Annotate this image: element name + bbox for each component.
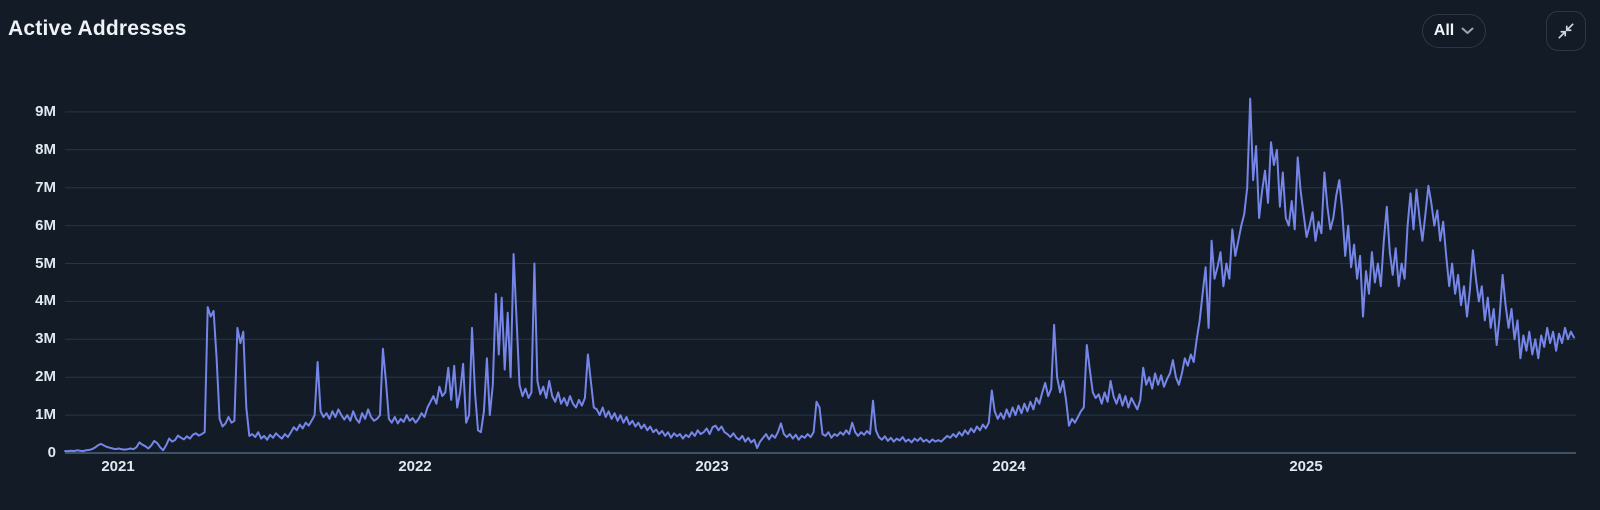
x-axis-tick-label: 2024 bbox=[992, 458, 1026, 475]
range-selector-dropdown[interactable]: All bbox=[1422, 14, 1486, 48]
y-axis-tick-label: 4M bbox=[35, 292, 56, 310]
y-axis-tick-label: 8M bbox=[35, 140, 56, 158]
active-addresses-line bbox=[64, 97, 1575, 453]
y-axis-tick-label: 6M bbox=[35, 216, 56, 234]
x-axis-tick-label: 2025 bbox=[1289, 458, 1323, 475]
x-axis-tick-label: 2022 bbox=[398, 458, 432, 475]
collapse-chart-button[interactable] bbox=[1546, 11, 1586, 51]
y-axis-tick-label: 3M bbox=[35, 330, 56, 348]
x-axis-tick-label: 2023 bbox=[695, 458, 729, 475]
chart-header: Active Addresses All bbox=[0, 0, 1600, 62]
y-axis-tick-label: 0 bbox=[47, 444, 56, 461]
y-axis-tick-label: 5M bbox=[35, 254, 56, 272]
y-axis-tick-label: 2M bbox=[35, 368, 56, 386]
range-selector-value: All bbox=[1433, 22, 1455, 39]
x-axis-tick-label: 2021 bbox=[101, 458, 135, 475]
page-title: Active Addresses bbox=[8, 17, 187, 40]
y-axis-tick-label: 7M bbox=[35, 178, 56, 196]
y-axis-tick-label: 9M bbox=[35, 102, 56, 120]
chevron-down-icon bbox=[1461, 27, 1474, 34]
y-axis-tick-label: 1M bbox=[35, 406, 56, 424]
collapse-arrows-icon bbox=[1558, 23, 1574, 39]
